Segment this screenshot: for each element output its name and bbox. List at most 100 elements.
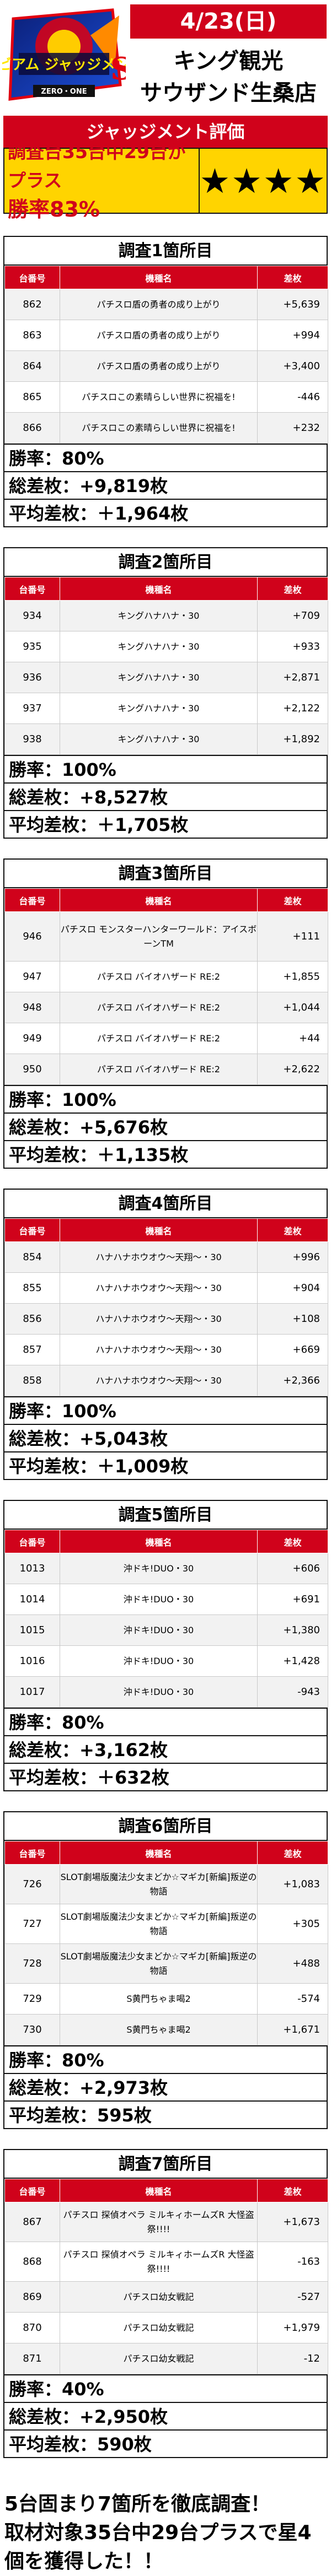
table-row: 869 パチスロ幼女戦記 -527 [4,2281,328,2313]
judgment-result-line1: 調査台35台中29台がプラス [8,141,186,191]
column-header-diff: 差枚 [257,2179,328,2202]
total-difference: 総差枚：+5,676枚 [4,1113,327,1140]
machine-name: キングハナハナ・30 [60,693,258,724]
column-header-number: 台番号 [4,577,60,601]
store-name: サウザンド生桑店 [140,80,317,106]
machine-name: SLOT劇場版魔法少女まどか☆マギカ[新編]叛逆の物語 [60,1864,258,1904]
average-difference: 平均差枚：＋1,964枚 [4,499,327,526]
machine-number: 937 [4,693,60,724]
coin-difference: -527 [257,2281,328,2313]
table-row: 854 ハナハナホウオウ～天翔～・30 +996 [4,1241,328,1273]
section-title: 調査6箇所目 [4,1812,327,1841]
table-row: 857 ハナハナホウオウ～天翔～・30 +669 [4,1334,328,1365]
machine-number: 948 [4,992,60,1023]
column-header-machine: 機種名 [60,1218,258,1242]
machine-name: ハナハナホウオウ～天翔～・30 [60,1272,258,1304]
judgment-title: ジャッジメント評価 [3,116,328,148]
coin-difference: +111 [257,911,328,962]
machine-name: パチスロ バイオハザード RE:2 [60,1054,258,1085]
total-difference: 総差枚：+5,043枚 [4,1424,327,1451]
column-header-diff: 差枚 [257,1841,328,1865]
win-rate: 勝率：80% [4,2045,327,2073]
coin-difference: +1,083 [257,1864,328,1904]
table-header-row: 台番号 機種名 差枚 [4,2179,328,2202]
coin-difference: +3,400 [257,350,328,382]
table-row: 864 パチスロ盾の勇者の成り上がり +3,400 [4,350,328,382]
page-header: ナミビアム ジャッジメント S S ZERO・ONE 4/23(日) キング観光… [0,0,331,111]
coin-difference: +2,366 [257,1365,328,1396]
machine-table: 台番号 機種名 差枚 726 SLOT劇場版魔法少女まどか☆マギカ[新編]叛逆の物語 +1… [4,1841,328,2045]
column-header-machine: 機種名 [60,266,258,289]
machine-number: 867 [4,2202,60,2242]
logo-icon: ナミビアム ジャッジメント S S ZERO・ONE [2,2,126,110]
machine-name: ハナハナホウオウ～天翔～・30 [60,1303,258,1335]
table-row: 865 パチスロこの素晴らしい世界に祝福を! -446 [4,381,328,413]
win-rate: 勝率：80% [4,1708,327,1735]
table-header-row: 台番号 機種名 差枚 [4,577,328,601]
machine-name: パチスロ 探偵オペラ ミルキィホームズR 大怪盗祭!!!! [60,2202,258,2242]
section-gap [0,839,331,858]
machine-number: 730 [4,2014,60,2045]
table-row: 871 パチスロ幼女戦記 -12 [4,2343,328,2374]
table-row: 937 キングハナハナ・30 +2,122 [4,693,328,724]
table-row: 938 キングハナハナ・30 +1,892 [4,723,328,755]
column-header-machine: 機種名 [60,2179,258,2202]
summary-line1: 5台固まり7箇所を徹底調査！ [4,2493,271,2515]
table-row: 856 ハナハナホウオウ～天翔～・30 +108 [4,1303,328,1335]
column-header-number: 台番号 [4,1218,60,1242]
average-difference: 平均差枚：595枚 [4,2100,327,2128]
machine-name: キングハナハナ・30 [60,662,258,693]
survey-sections: 調査1箇所目 台番号 機種名 差枚 862 パチスロ盾の勇者の成り上がり +5,639 863… [0,236,331,2458]
rating-stars-icon: ★★★★ [198,149,327,213]
machine-name: パチスロ幼女戦記 [60,2343,258,2374]
machine-number: 862 [4,289,60,320]
section-title: 調査4箇所目 [4,1190,327,1218]
table-header-row: 台番号 機種名 差枚 [4,266,328,289]
table-row: 867 パチスロ 探偵オペラ ミルキィホームズR 大怪盗祭!!!! +1,673 [4,2202,328,2242]
machine-table: 台番号 機種名 差枚 1013 沖ドキ!DUO・30 +606 1014 沖ドキ!DUO・30… [4,1530,328,1708]
coin-difference: +1,979 [257,2312,328,2343]
table-row: 855 ハナハナホウオウ～天翔～・30 +904 [4,1272,328,1304]
summary: 5台固まり7箇所を徹底調査！ 取材対象35台中29台プラスで星4個を獲得した！！ [4,2490,327,2576]
survey-section: 調査7箇所目 台番号 機種名 差枚 867 パチスロ 探偵オペラ ミルキィホームズR 大怪… [3,2149,328,2458]
section-title: 調査1箇所目 [4,237,327,266]
column-header-number: 台番号 [4,266,60,289]
average-difference: 平均差枚：590枚 [4,2429,327,2457]
machine-number: 857 [4,1334,60,1365]
machine-number: 866 [4,412,60,444]
survey-section: 調査4箇所目 台番号 機種名 差枚 854 ハナハナホウオウ～天翔～・30 +996 855 ハ… [3,1189,328,1480]
machine-name: パチスロ バイオハザード RE:2 [60,1023,258,1054]
logo-subtext: ZERO・ONE [41,88,87,96]
section-gap [0,1791,331,1811]
column-header-machine: 機種名 [60,577,258,601]
coin-difference: +5,639 [257,289,328,320]
win-rate: 勝率：100% [4,1396,327,1424]
table-row: 948 パチスロ バイオハザード RE:2 +1,044 [4,992,328,1023]
coin-difference: +1,673 [257,2202,328,2242]
machine-name: キングハナハナ・30 [60,723,258,755]
average-difference: 平均差枚：＋1,705枚 [4,810,327,838]
machine-name: SLOT劇場版魔法少女まどか☆マギカ[新編]叛逆の物語 [60,1904,258,1944]
coin-difference: +1,380 [257,1614,328,1646]
total-difference: 総差枚：+3,162枚 [4,1735,327,1763]
date-banner: 4/23(日) [130,4,327,39]
machine-number: 869 [4,2281,60,2313]
coin-difference: +232 [257,412,328,444]
column-header-diff: 差枚 [257,577,328,601]
judgment-result: 調査台35台中29台がプラス 勝率83% [4,141,199,222]
machine-number: 863 [4,320,60,351]
machine-number: 950 [4,1054,60,1085]
logo-text: ナミビアム ジャッジメント S [2,57,126,73]
section-gap [0,527,331,547]
machine-number: 871 [4,2343,60,2374]
table-row: 863 パチスロ盾の勇者の成り上がり +994 [4,320,328,351]
machine-name: 沖ドキ!DUO・30 [60,1584,258,1615]
machine-number: 726 [4,1864,60,1904]
coin-difference: +691 [257,1584,328,1615]
coin-difference: +709 [257,600,328,631]
machine-name: 沖ドキ!DUO・30 [60,1645,258,1677]
average-difference: 平均差枚：＋1,135枚 [4,1140,327,1168]
coin-difference: -943 [257,1676,328,1708]
table-row: 949 パチスロ バイオハザード RE:2 +44 [4,1023,328,1054]
column-header-number: 台番号 [4,888,60,912]
